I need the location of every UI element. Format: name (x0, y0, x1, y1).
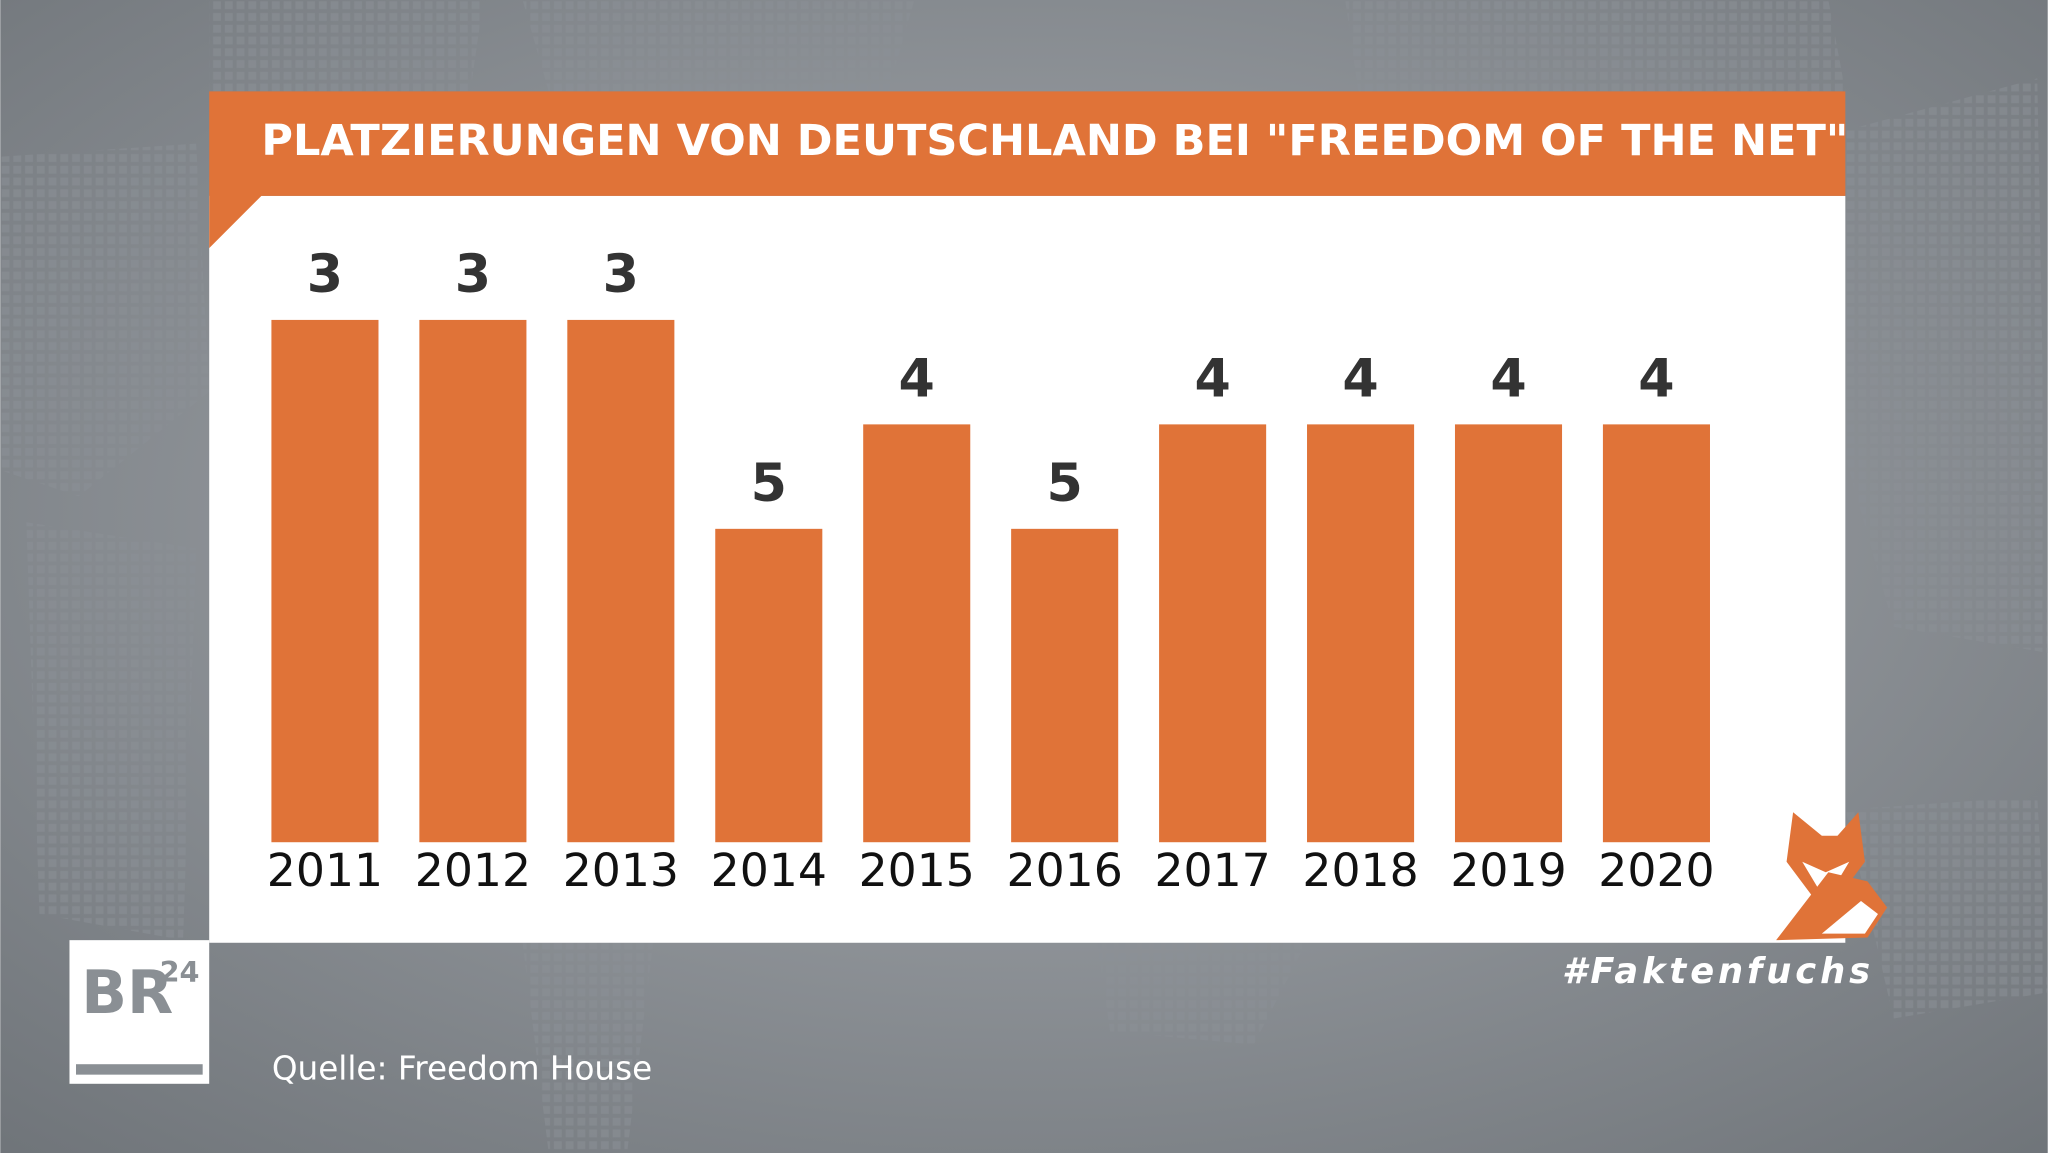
plot-area: 2011 3 2012 3 2013 3 2014 5 2015 4 2016 5 2017 4 2018 4… (267, 245, 1715, 897)
x-tick-label: 2011 (267, 844, 383, 897)
bar (715, 528, 823, 843)
x-tick-label: 2012 (415, 844, 531, 897)
x-tick-label: 2019 (1450, 844, 1566, 897)
bar (1602, 424, 1710, 843)
logo-bar (76, 1064, 203, 1075)
value-label: 4 (1490, 350, 1526, 410)
x-tick-label: 2013 (563, 844, 679, 897)
value-label: 5 (751, 454, 787, 514)
logo-text: BR (81, 958, 173, 1028)
br24-logo: BR 24 (69, 940, 210, 1084)
fox-icon (1776, 812, 1888, 941)
hashtag: #Faktenfuchs (1562, 951, 1874, 992)
value-label: 5 (1047, 454, 1083, 514)
bar (1011, 528, 1119, 843)
x-tick-label: 2018 (1302, 844, 1418, 897)
value-label: 4 (1638, 350, 1674, 410)
x-tick-label: 2016 (1007, 844, 1123, 897)
bar (271, 319, 379, 843)
title-band (209, 91, 1846, 249)
value-label: 3 (455, 245, 491, 305)
value-label: 4 (1342, 350, 1378, 410)
bar (419, 319, 527, 843)
bar (567, 319, 675, 843)
logo-superscript: 24 (160, 955, 200, 989)
bar (1159, 424, 1267, 843)
value-label: 3 (307, 245, 343, 305)
x-tick-label: 2017 (1154, 844, 1270, 897)
x-tick-label: 2015 (859, 844, 975, 897)
value-label: 3 (603, 245, 639, 305)
bar (1454, 424, 1563, 843)
bar (863, 424, 971, 843)
bar (1307, 424, 1415, 843)
chart-title: PLATZIERUNGEN VON DEUTSCHLAND BEI "FREED… (261, 116, 1848, 166)
x-tick-label: 2014 (711, 844, 827, 897)
x-tick-label: 2020 (1598, 844, 1714, 897)
value-label: 4 (1194, 350, 1230, 410)
source: Quelle: Freedom House (272, 1050, 652, 1088)
value-label: 4 (899, 350, 935, 410)
logo-box (69, 940, 210, 1084)
